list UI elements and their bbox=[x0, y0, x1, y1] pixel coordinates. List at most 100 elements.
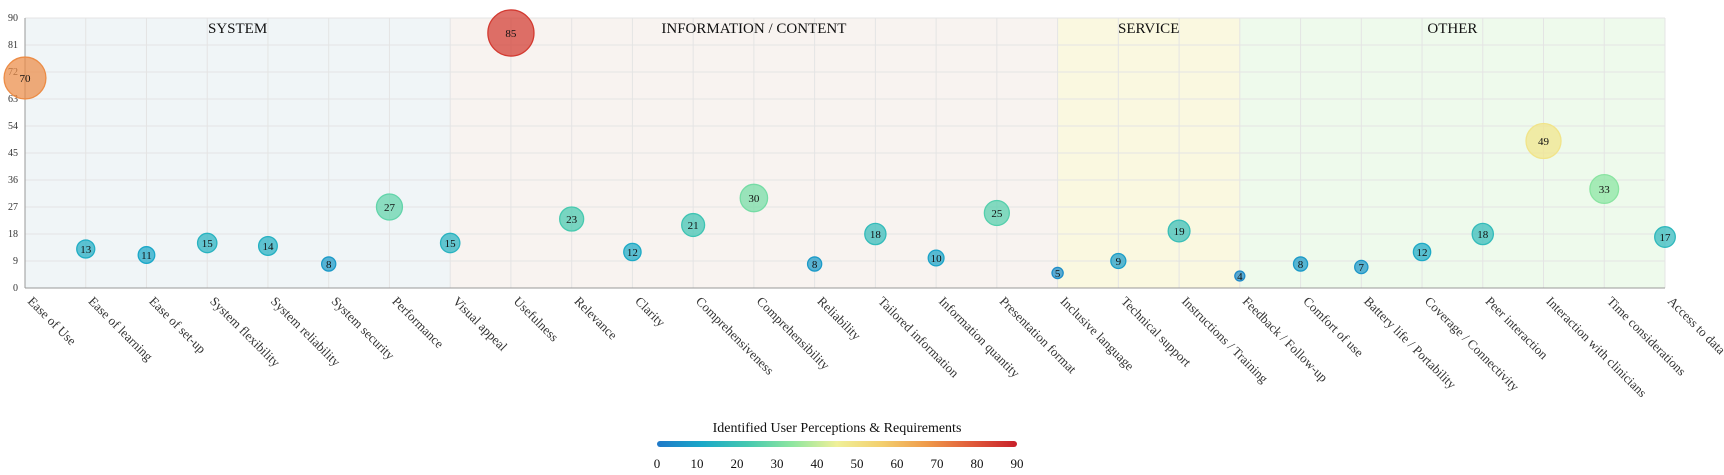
bubble-label: 30 bbox=[748, 193, 760, 205]
bubble: 10 bbox=[927, 249, 945, 267]
bubble-label: 23 bbox=[566, 214, 578, 226]
bubble: 25 bbox=[983, 199, 1011, 227]
bubble-label: 25 bbox=[991, 208, 1003, 220]
bubble-circle bbox=[1471, 222, 1495, 246]
bubble-circle bbox=[3, 56, 47, 100]
bubble: 15 bbox=[439, 232, 461, 254]
x-tick-label: System security bbox=[329, 294, 398, 363]
bubble-label: 85 bbox=[505, 28, 517, 40]
bubble-label: 18 bbox=[1477, 229, 1489, 241]
bubble-label: 12 bbox=[1417, 247, 1428, 259]
legend-tick-label: 80 bbox=[971, 456, 984, 471]
bubble-circle bbox=[1292, 256, 1309, 272]
bubble: 33 bbox=[1589, 173, 1620, 205]
legend-tick-label: 10 bbox=[691, 456, 704, 471]
legend-tick-label: 70 bbox=[931, 456, 944, 471]
bubble-circle bbox=[375, 193, 404, 221]
legend-tick-label: 50 bbox=[851, 456, 864, 471]
bubble-label: 49 bbox=[1538, 136, 1550, 148]
bubble-label: 8 bbox=[1298, 259, 1304, 271]
y-tick-label: 36 bbox=[8, 175, 18, 186]
bubble: 5 bbox=[1051, 266, 1064, 280]
bubble: 23 bbox=[559, 206, 585, 232]
x-tick-label: Relevance bbox=[572, 294, 621, 343]
bubble: 18 bbox=[864, 222, 887, 246]
bubble-circle bbox=[864, 222, 887, 246]
bubble-label: 17 bbox=[1660, 232, 1672, 244]
y-tick-label: 9 bbox=[13, 256, 18, 267]
bubble: 9 bbox=[1110, 252, 1127, 270]
x-tick-label: Peer interaction bbox=[1483, 294, 1552, 363]
bubble-circle bbox=[320, 256, 337, 272]
bubble-label: 10 bbox=[931, 253, 943, 265]
region-label-0: SYSTEM bbox=[208, 21, 267, 37]
y-tick-label: 27 bbox=[8, 202, 18, 213]
bubble-circle bbox=[487, 9, 535, 57]
bubble-circle bbox=[681, 212, 706, 238]
bubble: 8 bbox=[1292, 256, 1309, 272]
bubble-label: 5 bbox=[1055, 268, 1061, 280]
bubble-label: 8 bbox=[812, 259, 818, 271]
bubble-circle bbox=[806, 256, 823, 272]
bubble: 15 bbox=[196, 232, 218, 254]
bubble-circle bbox=[76, 239, 96, 259]
bubble-label: 27 bbox=[384, 202, 396, 214]
bubble-label: 70 bbox=[20, 73, 32, 85]
region-label-1: INFORMATION / CONTENT bbox=[661, 21, 846, 37]
bubble: 18 bbox=[1471, 222, 1495, 246]
region-label-2: SERVICE bbox=[1118, 21, 1179, 37]
bubble-label: 4 bbox=[1237, 271, 1243, 283]
bubble-circle bbox=[257, 235, 278, 257]
bubble: 21 bbox=[681, 212, 706, 238]
bubble: 85 bbox=[487, 9, 535, 57]
x-tick-label: Reliability bbox=[815, 294, 865, 344]
bubble: 8 bbox=[806, 256, 823, 272]
bubble-circle bbox=[623, 242, 642, 262]
bubble-circle bbox=[1354, 259, 1369, 275]
bubble-circle bbox=[559, 206, 585, 232]
bubble-circle bbox=[1589, 173, 1620, 205]
bubble: 70 bbox=[3, 56, 47, 100]
bubble-label: 21 bbox=[688, 220, 699, 232]
bubble-label: 11 bbox=[141, 250, 152, 262]
legend-tick-label: 30 bbox=[771, 456, 784, 471]
bubble-circle bbox=[983, 199, 1011, 227]
x-tick-label: Access to data bbox=[1665, 294, 1724, 358]
bubble: 8 bbox=[320, 256, 337, 272]
bubble-label: 12 bbox=[627, 247, 638, 259]
y-tick-label: 54 bbox=[8, 121, 18, 132]
bubble: 14 bbox=[257, 235, 278, 257]
legend-tick-label: 0 bbox=[654, 456, 661, 471]
y-tick-label: 81 bbox=[8, 40, 18, 51]
y-tick-label: 63 bbox=[8, 94, 18, 105]
bubble-circle bbox=[1110, 252, 1127, 270]
bubble-circle bbox=[1167, 219, 1191, 243]
bubble: 12 bbox=[623, 242, 642, 262]
legend-ticks: 0 10 20 30 40 50 60 70 80 90 bbox=[654, 456, 1024, 471]
bubble-label: 19 bbox=[1174, 226, 1186, 238]
bubble-label: 13 bbox=[80, 244, 92, 256]
y-tick-label: 90 bbox=[8, 13, 18, 24]
x-tick-label: Clarity bbox=[632, 294, 668, 330]
x-tick-label: Performance bbox=[389, 294, 447, 352]
legend-colorbar bbox=[657, 441, 1017, 447]
bubble-label: 9 bbox=[1116, 256, 1122, 268]
bubble-circle bbox=[739, 183, 769, 213]
bubble: 7 bbox=[1354, 259, 1369, 275]
legend-tick-label: 20 bbox=[731, 456, 744, 471]
x-tick-label: Interaction with clinicians bbox=[1543, 294, 1650, 401]
bubble: 11 bbox=[137, 246, 156, 264]
legend-tick-label: 90 bbox=[1011, 456, 1024, 471]
y-tick-label: 45 bbox=[8, 148, 18, 159]
bubble: 30 bbox=[739, 183, 769, 213]
bubble-label: 18 bbox=[870, 229, 882, 241]
legend-tick-label: 40 bbox=[811, 456, 824, 471]
x-tick-label: Visual appeal bbox=[450, 294, 511, 355]
y-tick-label: 0 bbox=[13, 283, 18, 294]
legend-title: Identified User Perceptions & Requiremen… bbox=[713, 421, 962, 436]
bubble-circle bbox=[1654, 226, 1676, 248]
bubble: 27 bbox=[375, 193, 404, 221]
bubble: 12 bbox=[1412, 242, 1432, 262]
x-tick-label: Ease of set-up bbox=[146, 294, 209, 357]
